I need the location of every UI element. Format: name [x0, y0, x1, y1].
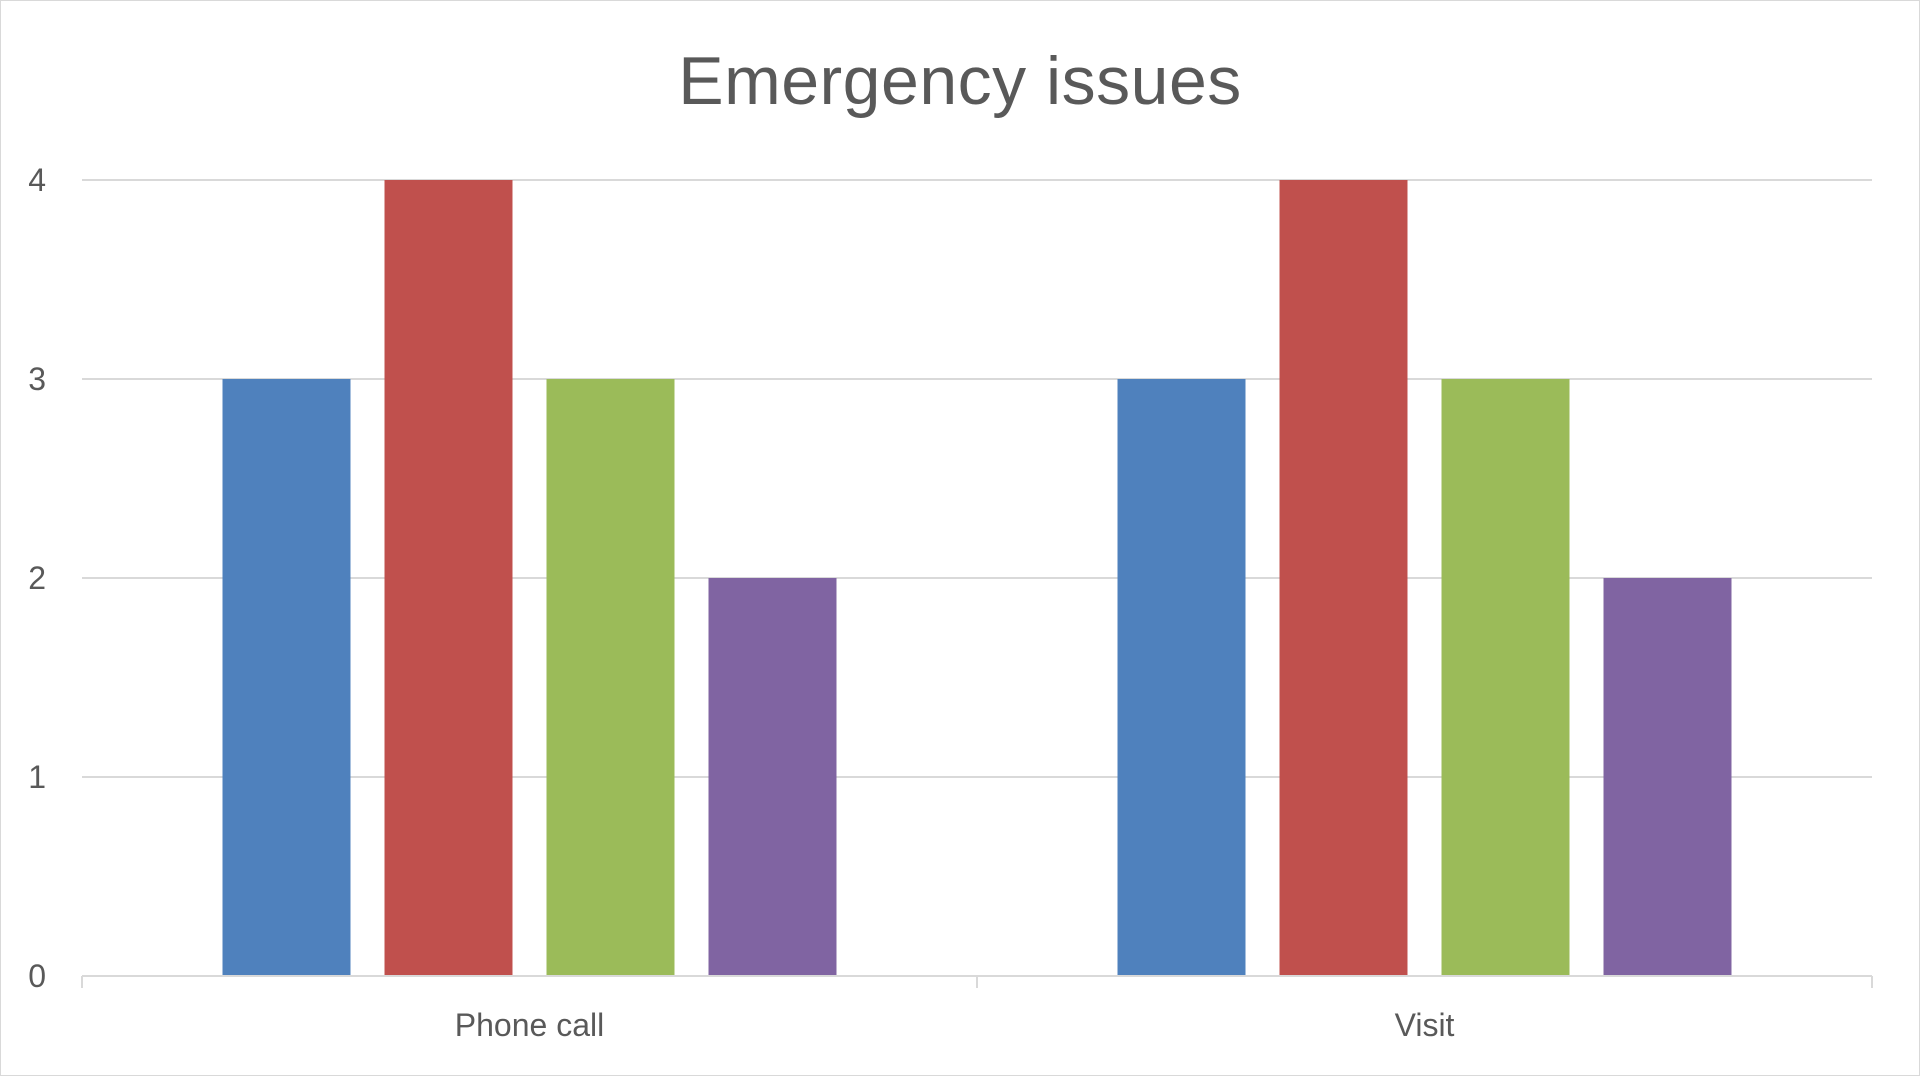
bar-series1-phone-call — [222, 379, 351, 976]
bar-series2-phone-call — [384, 180, 513, 976]
y-tick-label: 2 — [28, 560, 46, 596]
bar-series4-visit — [1603, 578, 1732, 976]
bar-series4-phone-call — [708, 578, 837, 976]
x-category-label: Visit — [1395, 1007, 1455, 1043]
bar-series1-visit — [1117, 379, 1246, 976]
bar-series3-phone-call — [546, 379, 675, 976]
y-tick-label: 1 — [28, 759, 46, 795]
x-axis-labels: Phone call Visit — [455, 1007, 1455, 1043]
x-axis — [81, 975, 1873, 988]
chart-title: Emergency issues — [678, 43, 1242, 119]
bar-series2-visit — [1279, 180, 1408, 976]
y-tick-label: 0 — [28, 958, 46, 994]
y-axis-labels: 0 1 2 3 4 — [28, 162, 46, 994]
bar-series3-visit — [1441, 379, 1570, 976]
gridlines — [82, 179, 1872, 778]
bars — [222, 180, 1732, 976]
y-tick-label: 3 — [28, 361, 46, 397]
x-category-label: Phone call — [455, 1007, 604, 1043]
y-tick-label: 4 — [28, 162, 46, 198]
